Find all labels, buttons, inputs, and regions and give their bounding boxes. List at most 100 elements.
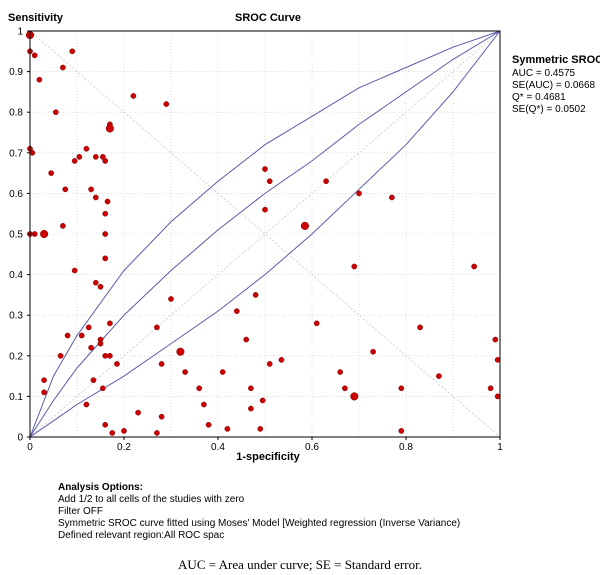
data-point	[259, 397, 266, 404]
data-point	[60, 223, 66, 229]
data-point	[36, 76, 43, 83]
analysis-option-line: Defined relevant region:All ROC spac	[58, 530, 225, 541]
curve-lower	[29, 30, 501, 438]
stat-se-auc: SE(AUC) = 0.0668	[512, 80, 596, 91]
axis-ticks: 0 0.1 0.2 0.3 0.4 0.5 0.6 0.7 0.8 0.9 1 0 0.2 0.4 0.6 0…	[9, 27, 503, 454]
diagonal-lines	[29, 30, 501, 438]
data-point	[102, 255, 109, 262]
data-point	[92, 279, 99, 286]
data-point	[57, 352, 64, 359]
data-point	[163, 101, 170, 107]
data-point	[83, 145, 90, 152]
x-axis-label: 1-specificity	[236, 451, 300, 463]
y-tick-label: 0.9	[9, 67, 23, 78]
data-point	[257, 426, 264, 432]
data-point	[64, 332, 71, 339]
data-point	[85, 324, 92, 331]
data-point	[31, 231, 38, 237]
data-point	[40, 229, 49, 239]
data-point	[130, 93, 137, 99]
data-point	[471, 263, 477, 270]
data-point	[182, 369, 188, 375]
analysis-option-line: Filter OFF	[58, 506, 103, 517]
y-tick-label: 0.7	[9, 148, 23, 159]
y-tick-label: 0.2	[9, 351, 23, 362]
data-point	[233, 308, 240, 314]
x-tick-label: 1	[497, 442, 503, 453]
data-point	[41, 389, 47, 396]
data-point	[196, 385, 203, 392]
y-tick-label: 0.8	[9, 108, 23, 119]
data-point	[100, 385, 106, 392]
data-point	[398, 385, 405, 392]
data-point	[219, 369, 226, 375]
x-tick-label: 0.6	[305, 442, 319, 453]
data-point	[389, 194, 395, 201]
x-tick-label: 0.4	[211, 442, 225, 453]
data-point	[243, 336, 250, 343]
data-point	[48, 170, 55, 176]
data-point	[436, 373, 442, 379]
data-point	[135, 409, 141, 416]
data-point	[158, 413, 165, 420]
data-point	[105, 124, 114, 133]
y-tick-label: 0.5	[9, 230, 23, 241]
data-point	[92, 154, 99, 160]
data-point	[88, 186, 94, 193]
data-point	[102, 421, 109, 428]
data-point	[97, 340, 104, 347]
stat-se-q-star: SE(Q*) = 0.0502	[512, 104, 586, 115]
data-point	[356, 190, 362, 197]
stats-box: Symmetric SROC AUC = 0.4575 SE(AUC) = 0.…	[512, 54, 600, 115]
data-point	[102, 158, 109, 164]
data-point	[83, 401, 90, 408]
data-point	[176, 347, 185, 356]
data-point	[90, 377, 97, 384]
data-point	[278, 357, 285, 363]
data-point	[88, 344, 94, 351]
sroc-chart: Sensitivity SROC Curve 0 0.1 0.2 0.3 0.4 0.5 0…	[8, 12, 600, 463]
figure-caption: AUC = Area under curve; SE = Standard er…	[178, 557, 422, 572]
data-point	[323, 178, 329, 185]
analysis-option-line: Symmetric SROC curve fitted using Moses'…	[58, 518, 461, 529]
chance-diagonal	[29, 30, 501, 438]
study-points	[25, 31, 501, 436]
data-point	[97, 283, 104, 290]
data-point	[252, 292, 259, 298]
data-point	[114, 361, 120, 367]
data-point	[168, 296, 174, 302]
y-axis-label: Sensitivity	[8, 12, 64, 24]
x-tick-label: 0.8	[399, 442, 413, 453]
data-point	[201, 401, 207, 408]
data-point	[102, 210, 109, 217]
stat-auc: AUC = 0.4575	[512, 68, 576, 79]
data-point	[300, 221, 310, 230]
stats-header: Symmetric SROC	[512, 54, 600, 66]
data-point	[69, 48, 76, 55]
x-tick-label: 0.2	[117, 442, 131, 453]
data-point	[342, 385, 348, 392]
data-point	[60, 64, 66, 71]
analysis-options-header: Analysis Options:	[58, 482, 144, 493]
analysis-option-line: Add 1/2 to all cells of the studies with…	[58, 494, 245, 505]
data-point	[248, 385, 254, 392]
data-point	[154, 430, 160, 436]
data-point	[313, 320, 320, 327]
curve-sroc	[29, 30, 501, 438]
data-point	[102, 231, 109, 237]
data-point	[107, 352, 113, 359]
y-tick-label: 0.4	[9, 270, 23, 281]
x-tick-label: 0	[27, 442, 33, 453]
data-point	[76, 154, 83, 160]
data-point	[53, 109, 59, 116]
y-tick-label: 0.1	[9, 392, 23, 403]
data-point	[78, 332, 85, 339]
chart-title: SROC Curve	[235, 12, 301, 24]
data-point	[337, 369, 344, 375]
y-tick-label: 0.3	[9, 311, 23, 322]
data-point	[92, 194, 99, 201]
y-tick-label: 0.6	[9, 189, 23, 200]
data-point	[71, 267, 78, 274]
data-point	[102, 352, 109, 359]
stat-q-star: Q* = 0.4681	[512, 92, 566, 103]
